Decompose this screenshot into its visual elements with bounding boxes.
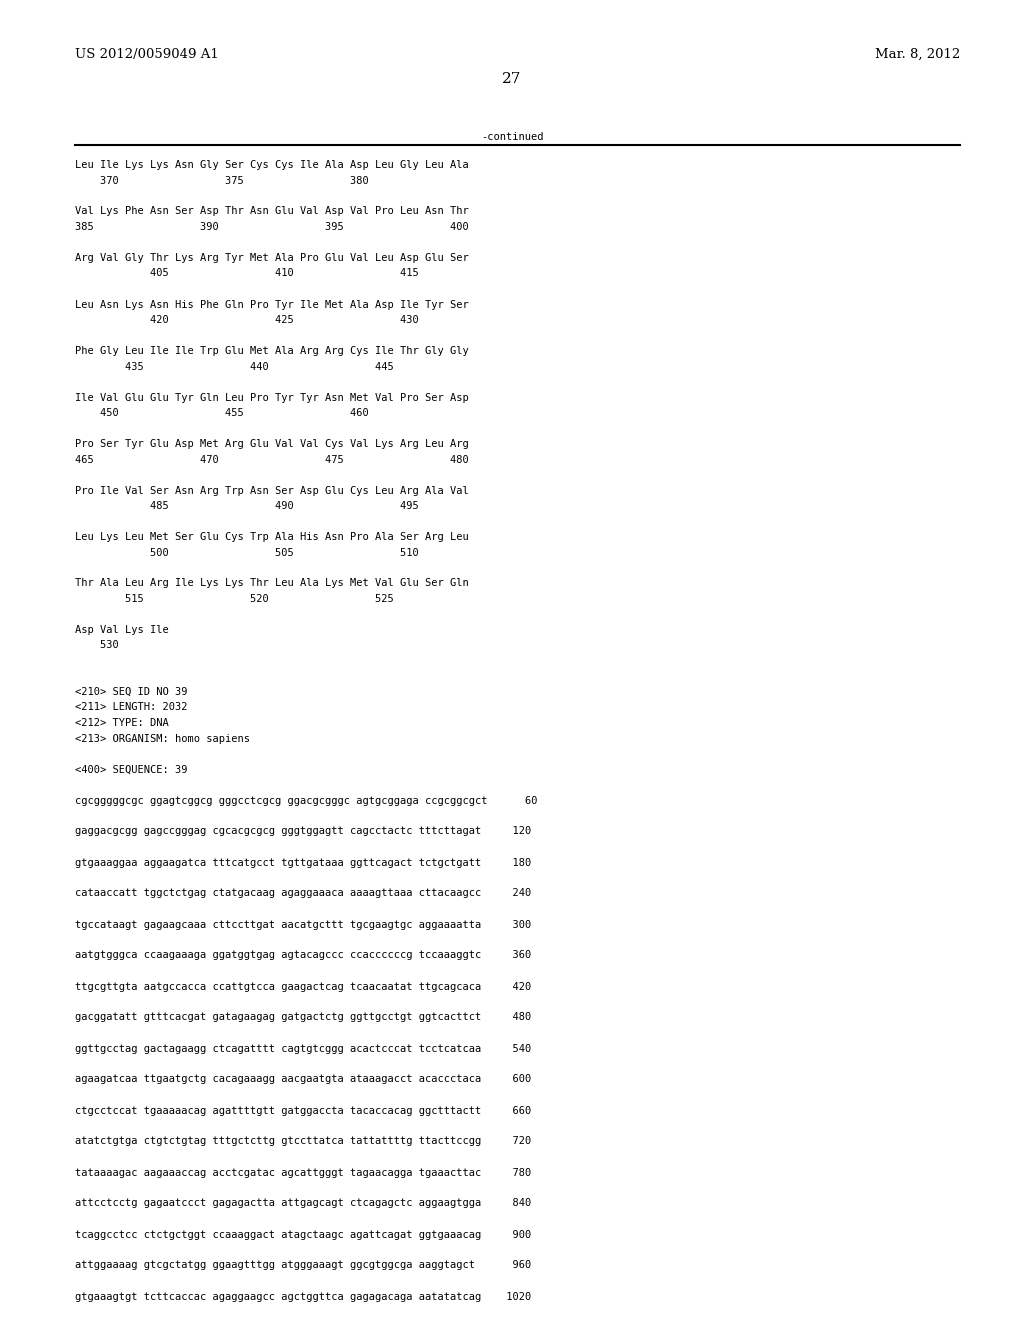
Text: <210> SEQ ID NO 39: <210> SEQ ID NO 39 [75,686,187,697]
Text: Leu Asn Lys Asn His Phe Gln Pro Tyr Ile Met Ala Asp Ile Tyr Ser: Leu Asn Lys Asn His Phe Gln Pro Tyr Ile … [75,300,469,309]
Text: attcctcctg gagaatccct gagagactta attgagcagt ctcagagctc aggaagtgga     840: attcctcctg gagaatccct gagagactta attgagc… [75,1199,531,1209]
Text: 370                 375                 380: 370 375 380 [75,176,369,186]
Text: Mar. 8, 2012: Mar. 8, 2012 [874,48,961,61]
Text: -continued: -continued [480,132,544,143]
Text: gtgaaagtgt tcttcaccac agaggaagcc agctggttca gagagacaga aatatatcag    1020: gtgaaagtgt tcttcaccac agaggaagcc agctggt… [75,1291,531,1302]
Text: Arg Val Gly Thr Lys Arg Tyr Met Ala Pro Glu Val Leu Asp Glu Ser: Arg Val Gly Thr Lys Arg Tyr Met Ala Pro … [75,253,469,263]
Text: 405                 410                 415: 405 410 415 [75,268,419,279]
Text: Pro Ser Tyr Glu Asp Met Arg Glu Val Val Cys Val Lys Arg Leu Arg: Pro Ser Tyr Glu Asp Met Arg Glu Val Val … [75,440,469,449]
Text: 500                 505                 510: 500 505 510 [75,548,419,557]
Text: <211> LENGTH: 2032: <211> LENGTH: 2032 [75,702,187,713]
Text: aatgtgggca ccaagaaaga ggatggtgag agtacagccc ccaccccccg tccaaaggtc     360: aatgtgggca ccaagaaaga ggatggtgag agtacag… [75,950,531,961]
Text: attggaaaag gtcgctatgg ggaagtttgg atgggaaagt ggcgtggcga aaggtagct      960: attggaaaag gtcgctatgg ggaagtttgg atgggaa… [75,1261,531,1271]
Text: Ile Val Glu Glu Tyr Gln Leu Pro Tyr Tyr Asn Met Val Pro Ser Asp: Ile Val Glu Glu Tyr Gln Leu Pro Tyr Tyr … [75,392,469,403]
Text: atatctgtga ctgtctgtag tttgctcttg gtccttatca tattattttg ttacttccgg     720: atatctgtga ctgtctgtag tttgctcttg gtcctta… [75,1137,531,1147]
Text: gtgaaaggaa aggaagatca tttcatgcct tgttgataaa ggttcagact tctgctgatt     180: gtgaaaggaa aggaagatca tttcatgcct tgttgat… [75,858,531,867]
Text: tcaggcctcc ctctgctggt ccaaaggact atagctaagc agattcagat ggtgaaacag     900: tcaggcctcc ctctgctggt ccaaaggact atagcta… [75,1229,531,1239]
Text: Leu Lys Leu Met Ser Glu Cys Trp Ala His Asn Pro Ala Ser Arg Leu: Leu Lys Leu Met Ser Glu Cys Trp Ala His … [75,532,469,543]
Text: ctgcctccat tgaaaaacag agattttgtt gatggaccta tacaccacag ggctttactt     660: ctgcctccat tgaaaaacag agattttgtt gatggac… [75,1106,531,1115]
Text: Thr Ala Leu Arg Ile Lys Lys Thr Leu Ala Lys Met Val Glu Ser Gln: Thr Ala Leu Arg Ile Lys Lys Thr Leu Ala … [75,578,469,589]
Text: gaggacgcgg gagccgggag cgcacgcgcg gggtggagtt cagcctactc tttcttagat     120: gaggacgcgg gagccgggag cgcacgcgcg gggtgga… [75,826,531,837]
Text: 485                 490                 495: 485 490 495 [75,502,419,511]
Text: <212> TYPE: DNA: <212> TYPE: DNA [75,718,169,729]
Text: tataaaagac aagaaaccag acctcgatac agcattgggt tagaacagga tgaaacttac     780: tataaaagac aagaaaccag acctcgatac agcattg… [75,1167,531,1177]
Text: Pro Ile Val Ser Asn Arg Trp Asn Ser Asp Glu Cys Leu Arg Ala Val: Pro Ile Val Ser Asn Arg Trp Asn Ser Asp … [75,486,469,495]
Text: US 2012/0059049 A1: US 2012/0059049 A1 [75,48,219,61]
Text: gacggatatt gtttcacgat gatagaagag gatgactctg ggttgcctgt ggtcacttct     480: gacggatatt gtttcacgat gatagaagag gatgact… [75,1012,531,1023]
Text: tgccataagt gagaagcaaa cttccttgat aacatgcttt tgcgaagtgc aggaaaatta     300: tgccataagt gagaagcaaa cttccttgat aacatgc… [75,920,531,929]
Text: agaagatcaa ttgaatgctg cacagaaagg aacgaatgta ataaagacct acaccctaca     600: agaagatcaa ttgaatgctg cacagaaagg aacgaat… [75,1074,531,1085]
Text: cataaccatt tggctctgag ctatgacaag agaggaaaca aaaagttaaa cttacaagcc     240: cataaccatt tggctctgag ctatgacaag agaggaa… [75,888,531,899]
Text: ttgcgttgta aatgccacca ccattgtcca gaagactcag tcaacaatat ttgcagcaca     420: ttgcgttgta aatgccacca ccattgtcca gaagact… [75,982,531,991]
Text: cgcgggggcgc ggagtcggcg gggcctcgcg ggacgcgggc agtgcggaga ccgcggcgct      60: cgcgggggcgc ggagtcggcg gggcctcgcg ggacgc… [75,796,538,805]
Text: 420                 425                 430: 420 425 430 [75,315,419,325]
Text: 515                 520                 525: 515 520 525 [75,594,394,605]
Text: 435                 440                 445: 435 440 445 [75,362,394,371]
Text: 385                 390                 395                 400: 385 390 395 400 [75,222,469,232]
Text: <213> ORGANISM: homo sapiens: <213> ORGANISM: homo sapiens [75,734,250,743]
Text: 530: 530 [75,640,119,651]
Text: Phe Gly Leu Ile Ile Trp Glu Met Ala Arg Arg Cys Ile Thr Gly Gly: Phe Gly Leu Ile Ile Trp Glu Met Ala Arg … [75,346,469,356]
Text: Leu Ile Lys Lys Asn Gly Ser Cys Cys Ile Ala Asp Leu Gly Leu Ala: Leu Ile Lys Lys Asn Gly Ser Cys Cys Ile … [75,160,469,170]
Text: 465                 470                 475                 480: 465 470 475 480 [75,454,469,465]
Text: Val Lys Phe Asn Ser Asp Thr Asn Glu Val Asp Val Pro Leu Asn Thr: Val Lys Phe Asn Ser Asp Thr Asn Glu Val … [75,206,469,216]
Text: ggttgcctag gactagaagg ctcagatttt cagtgtcggg acactcccat tcctcatcaa     540: ggttgcctag gactagaagg ctcagatttt cagtgtc… [75,1044,531,1053]
Text: <400> SEQUENCE: 39: <400> SEQUENCE: 39 [75,764,187,775]
Text: Asp Val Lys Ile: Asp Val Lys Ile [75,624,169,635]
Text: 450                 455                 460: 450 455 460 [75,408,369,418]
Text: 27: 27 [503,73,521,86]
